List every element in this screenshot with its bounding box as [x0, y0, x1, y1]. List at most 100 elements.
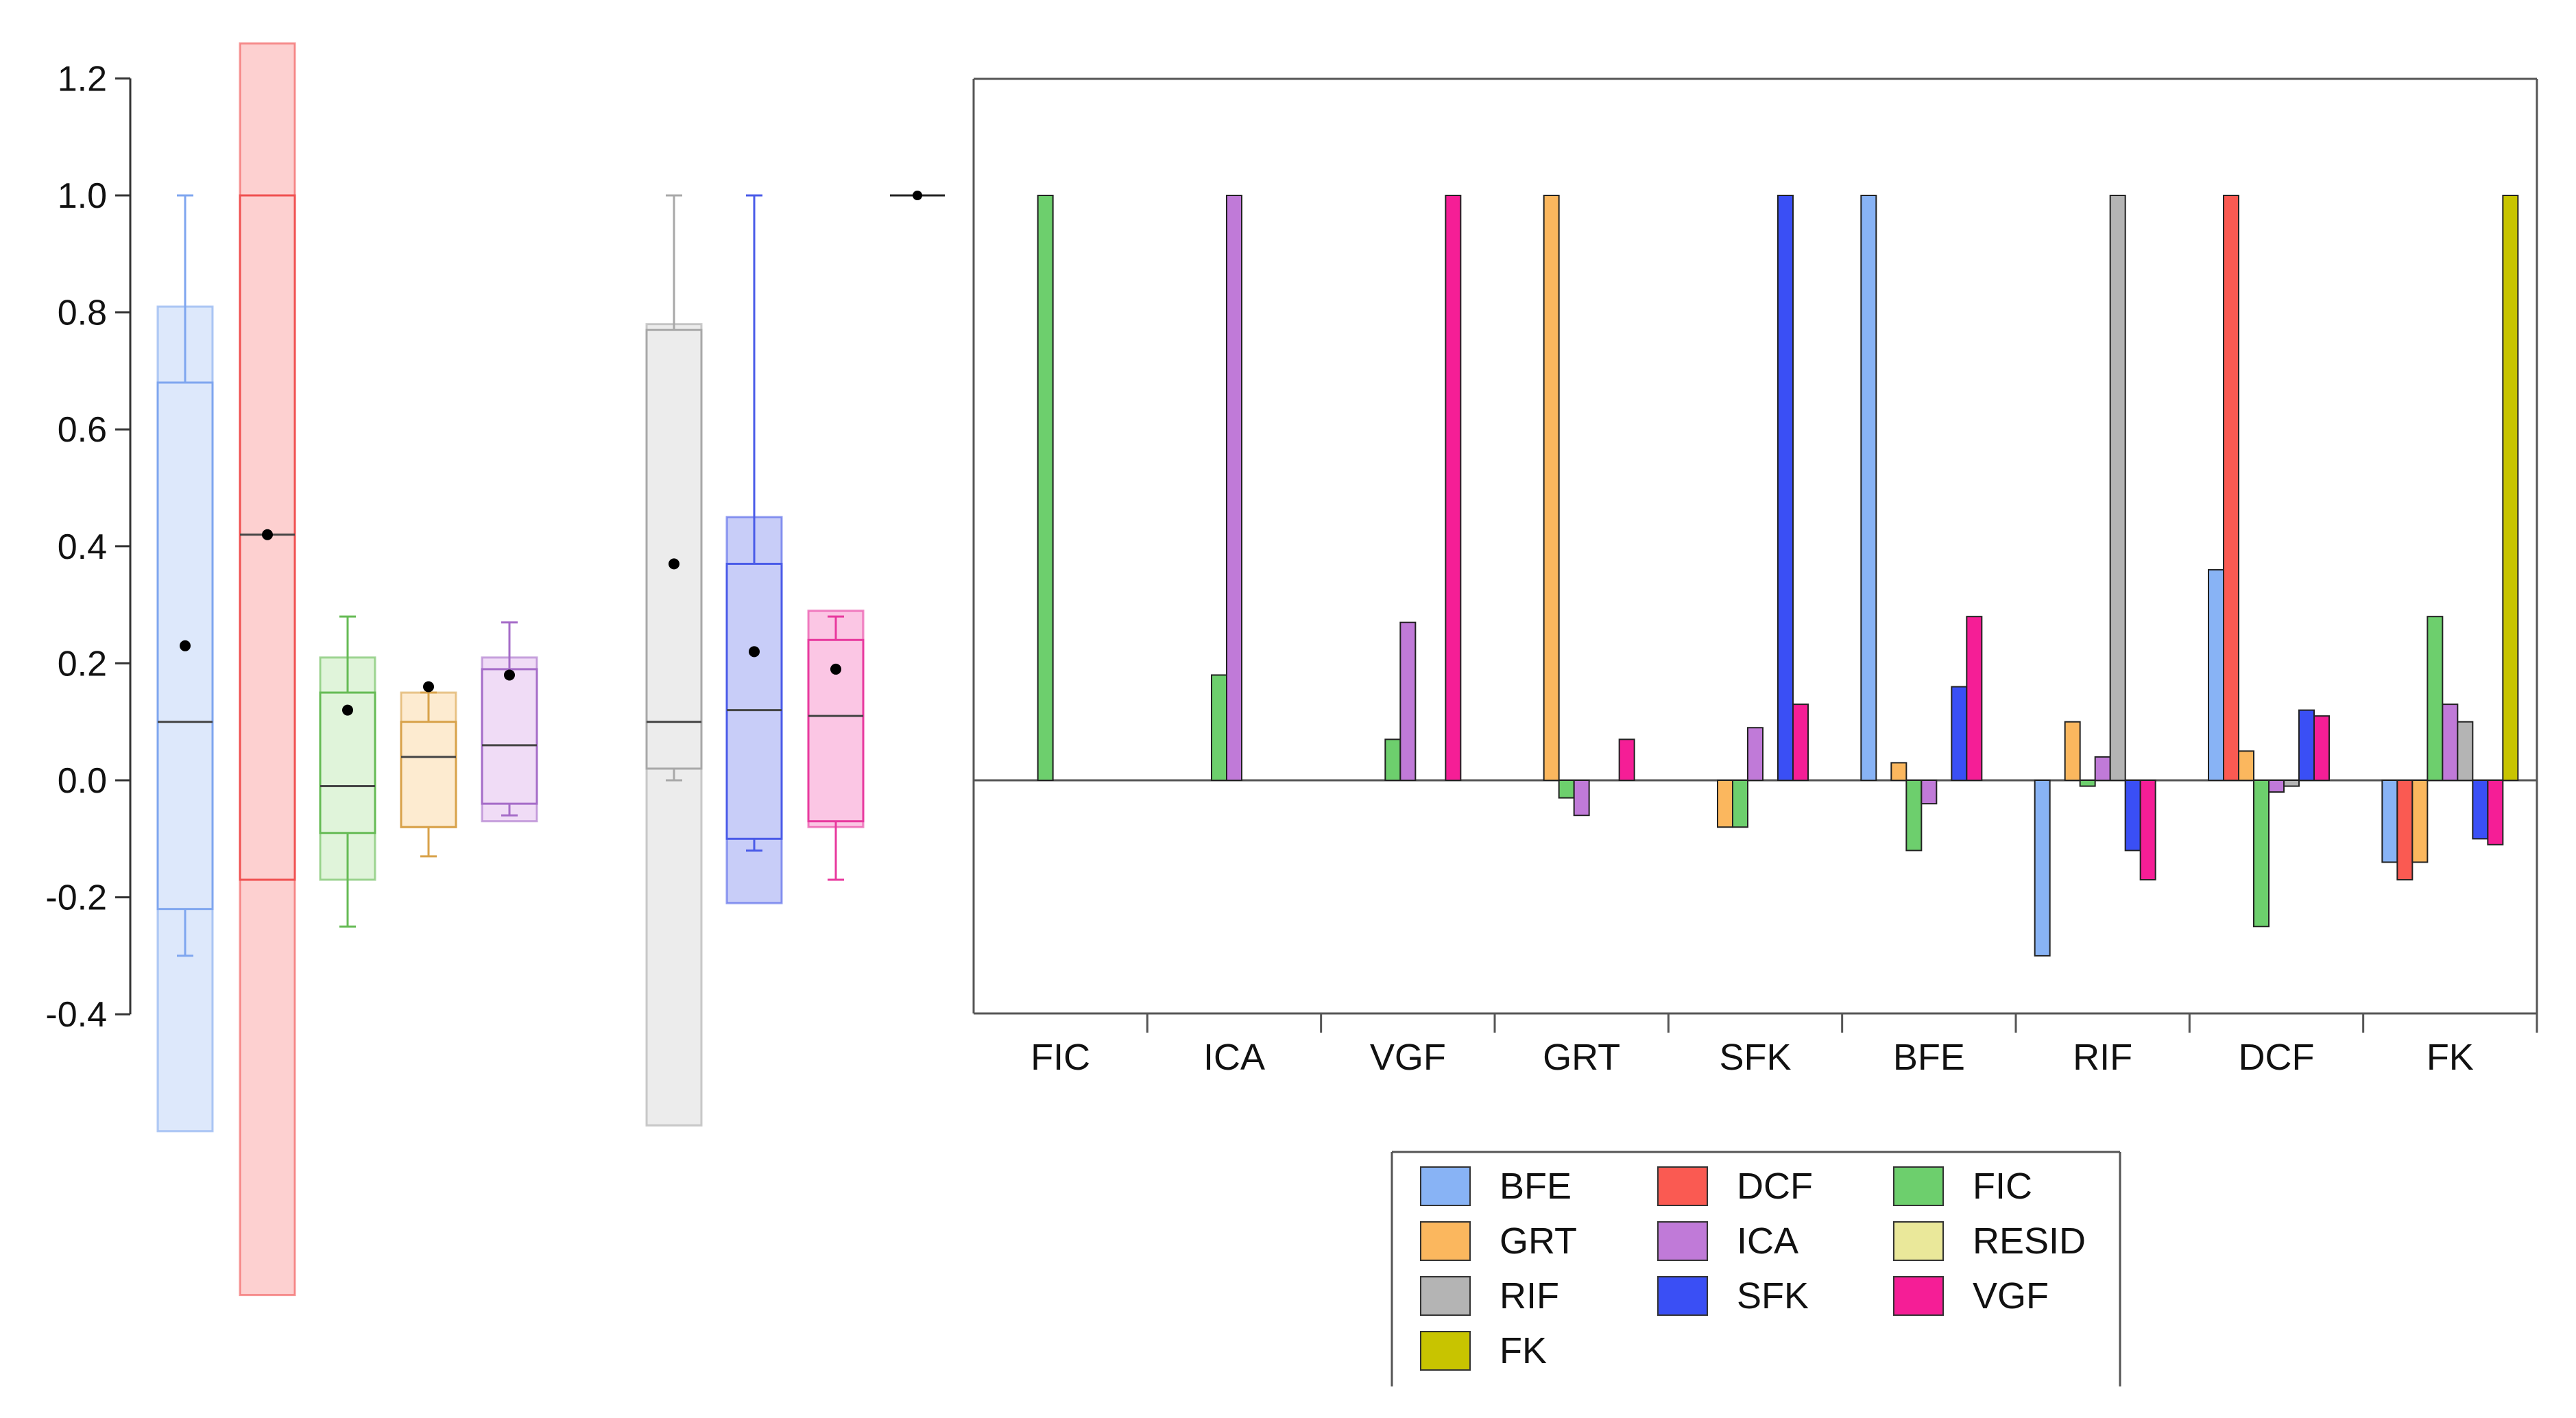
- bar-grt-dcf: [2238, 750, 2254, 781]
- y-tick-label: 0.6: [58, 410, 107, 450]
- box-mean-point: [423, 681, 434, 693]
- boxplot-area: [156, 42, 945, 1297]
- box-dcf: [239, 42, 296, 1297]
- bar-fic-sfk: [1732, 780, 1748, 828]
- legend-swatch: [1420, 1166, 1471, 1206]
- box-iqr: [645, 328, 703, 770]
- legend-swatch: [1657, 1221, 1708, 1261]
- bar-chart-x-axis: FIC ICA VGF GRT SFK BFE RIF DCF FK: [1031, 1013, 2538, 1078]
- x-tick-label: RIF: [2073, 1037, 2132, 1078]
- bar-ica-rif: [2094, 756, 2111, 782]
- bar-chart-frame: [972, 77, 2538, 1015]
- legend-label: FIC: [1973, 1166, 2032, 1207]
- box-iqr: [481, 668, 538, 805]
- bar-ica-bfe: [1921, 780, 1938, 805]
- bar-ica-fk: [2442, 704, 2459, 781]
- legend-label: FK: [1500, 1330, 1547, 1371]
- bar-ica-grt: [1573, 780, 1590, 817]
- box-iqr: [807, 638, 865, 823]
- box-mean-point: [830, 663, 841, 675]
- box-grt: [400, 681, 457, 858]
- box-fk: [890, 191, 945, 200]
- box-mean-point: [913, 191, 922, 200]
- box-iqr: [239, 194, 296, 881]
- bar-rif-rif: [2109, 195, 2126, 781]
- bar-vgf-dcf: [2313, 715, 2330, 782]
- bar-fic-bfe: [1905, 780, 1923, 852]
- box-rif: [645, 194, 703, 1127]
- legend-label: BFE: [1500, 1166, 1572, 1207]
- bar-sfk-bfe: [1951, 686, 1968, 782]
- y-tick-label: 0.4: [58, 527, 107, 567]
- bar-grt-fk: [2411, 780, 2429, 863]
- legend-swatch: [1420, 1331, 1471, 1371]
- x-tick-label: BFE: [1893, 1037, 1965, 1078]
- box-ica: [481, 621, 538, 823]
- chart-legend: BFE DCF FIC GRT ICA RESID RIF SFK VGF FK: [1391, 1151, 2121, 1386]
- bar-ica-sfk: [1747, 727, 1764, 781]
- bar-grt-sfk: [1717, 780, 1733, 828]
- bar-fic-fic: [1037, 195, 1054, 781]
- box-iqr: [156, 381, 214, 911]
- bar-sfk-fk: [2472, 780, 2489, 840]
- bar-rif-dcf: [2283, 780, 2300, 787]
- bar-grt-rif: [2064, 721, 2081, 781]
- box-mean-point: [180, 640, 191, 651]
- legend-label: GRT: [1500, 1221, 1577, 1262]
- bar-bfe-dcf: [2208, 568, 2224, 781]
- y-tick-label: 0.2: [58, 644, 107, 684]
- bar-ica-dcf: [2268, 780, 2285, 793]
- x-tick-label: GRT: [1543, 1037, 1620, 1078]
- bar-vgf-sfk: [1792, 704, 1809, 781]
- bar-fic-rif: [2079, 780, 2096, 787]
- bar-sfk-dcf: [2298, 709, 2315, 782]
- box-ci-band: [156, 305, 214, 1133]
- box-iqr: [725, 562, 783, 840]
- legend-swatch: [1893, 1221, 1944, 1261]
- box-mean-point: [262, 529, 273, 540]
- box-mean-point: [342, 704, 353, 716]
- box-bfe: [156, 194, 214, 1133]
- boxplot-y-axis: 1.2 1.0 0.8 0.6 0.4 0.2 0.0 -0.2 -0.4: [45, 59, 132, 1035]
- legend-label: RIF: [1500, 1275, 1559, 1317]
- bar-dcf-dcf: [2223, 195, 2239, 781]
- y-tick-label: -0.4: [45, 995, 107, 1035]
- legend-swatch: [1893, 1166, 1944, 1206]
- bar-fic-dcf: [2253, 780, 2270, 928]
- legend-label: VGF: [1973, 1275, 2049, 1317]
- legend-label: ICA: [1737, 1221, 1798, 1262]
- bar-grt-grt: [1543, 195, 1560, 781]
- box-ci-band: [807, 610, 865, 828]
- legend-swatch: [1420, 1221, 1471, 1261]
- x-tick-label: ICA: [1203, 1037, 1265, 1078]
- bar-dcf-fk: [2396, 780, 2414, 881]
- legend-swatch: [1893, 1276, 1944, 1316]
- box-iqr: [400, 721, 457, 828]
- x-tick-label: SFK: [1719, 1037, 1791, 1078]
- x-tick-label: FIC: [1031, 1037, 1090, 1078]
- legend-swatch: [1420, 1276, 1471, 1316]
- bar-rif-fk: [2457, 721, 2474, 781]
- bar-vgf-grt: [1618, 738, 1635, 782]
- legend-label: SFK: [1737, 1275, 1809, 1317]
- x-tick-label: DCF: [2239, 1037, 2315, 1078]
- legend-swatch: [1657, 1276, 1708, 1316]
- box-ci-band: [481, 656, 538, 823]
- y-tick-label: -0.2: [45, 878, 107, 918]
- bar-sfk-rif: [2124, 780, 2141, 852]
- bar-vgf-fk: [2487, 780, 2504, 845]
- bar-grt-bfe: [1890, 762, 1907, 782]
- legend-swatch: [1657, 1166, 1708, 1206]
- box-ci-band: [645, 323, 703, 1127]
- y-tick-label: 0.0: [58, 761, 107, 801]
- bar-bfe-rif: [2034, 780, 2051, 957]
- bar-vgf-rif: [2139, 780, 2156, 881]
- y-tick-label: 1.0: [58, 176, 107, 216]
- legend-label: RESID: [1973, 1221, 2086, 1262]
- box-mean-point: [504, 669, 515, 681]
- bar-chart-area: [1037, 195, 2519, 957]
- box-sfk: [725, 194, 783, 904]
- x-tick-label: VGF: [1370, 1037, 1446, 1078]
- box-iqr: [319, 691, 376, 834]
